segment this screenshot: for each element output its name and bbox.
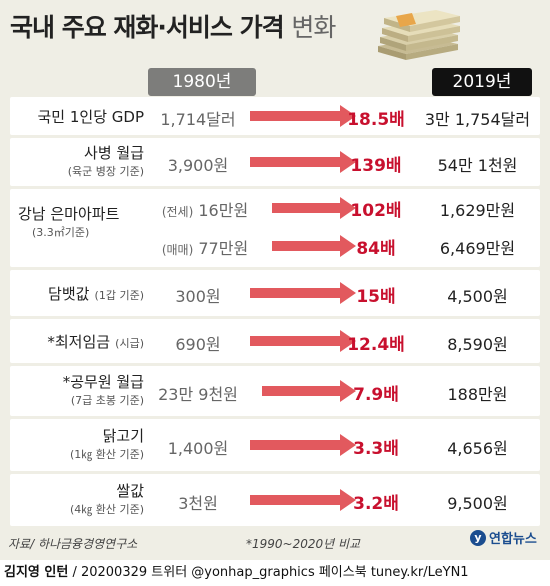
- multiple-value: 12.4배: [347, 335, 405, 355]
- table-row: 사병 월급 (육군 병장 기준) 3,900원 139배 54만 1천원: [10, 138, 540, 186]
- multiple-value: 84배: [356, 239, 396, 259]
- page-title: 국내 주요 재화·서비스 가격 변화: [10, 8, 336, 44]
- table-row: 국민 1인당 GDP 1,714달러 18.5배 3만 1,754달러: [10, 97, 540, 135]
- value-1980: (매매) 77만원: [140, 235, 270, 259]
- value-1980: 3천원: [178, 494, 218, 513]
- row-label: 강남 은마아파트: [18, 205, 120, 223]
- value-1980: 23만 9천원: [158, 385, 238, 404]
- row-sublabel: (시급): [115, 337, 144, 350]
- value-1980: 1,714달러: [160, 110, 236, 129]
- row-sublabel: (육군 병장 기준): [67, 165, 144, 178]
- logo-text: 연합뉴스: [489, 532, 537, 547]
- table-row: *최저임금 (시급) 690원 12.4배 8,590원: [10, 319, 540, 363]
- credit-info: / 20200329 트위터 @yonhap_graphics 페이스북 tun…: [68, 565, 469, 580]
- value-2019: 9,500원: [447, 494, 508, 513]
- value-2019: 4,656원: [447, 439, 508, 458]
- right-arrow-icon: [250, 434, 356, 456]
- title-light: 변화: [291, 13, 336, 42]
- multiple-value: 102배: [350, 201, 402, 221]
- header-2019: 2019년: [432, 68, 532, 96]
- value-2019: 4,500원: [447, 287, 508, 306]
- title-main: 국내 주요 재화·서비스 가격: [10, 13, 285, 42]
- right-arrow-icon: [250, 282, 356, 304]
- value-2019: 3만 1,754달러: [424, 110, 531, 129]
- table-row: 담뱃값 (1갑 기준) 300원 15배 4,500원: [10, 270, 540, 316]
- value-2019: 188만원: [447, 385, 508, 404]
- value-2019: 1,629만원: [439, 201, 516, 220]
- row-sublabel: (1㎏ 환산 기준): [69, 448, 144, 461]
- right-arrow-icon: [250, 330, 356, 352]
- right-arrow-icon: [250, 105, 356, 127]
- credit-name: 김지영 인턴: [4, 565, 69, 580]
- credit-bar: 김지영 인턴 / 20200329 트위터 @yonhap_graphics 페…: [0, 560, 550, 586]
- right-arrow-icon: [250, 151, 356, 173]
- row-label-group: *공무원 월급 (7급 초봉 기준): [63, 371, 144, 408]
- value-amount: 16만원: [198, 201, 249, 220]
- table-row: 닭고기 (1㎏ 환산 기준) 1,400원 3.3배 4,656원: [10, 419, 540, 471]
- row-label: 담뱃값: [48, 285, 90, 303]
- row-label: 닭고기: [102, 427, 144, 445]
- multiple-value: 3.2배: [353, 494, 399, 514]
- multiple-value: 7.9배: [353, 385, 399, 405]
- value-amount: 77만원: [198, 239, 249, 258]
- row-label-group: 사병 월급 (육군 병장 기준): [68, 142, 144, 179]
- value-2019: 54만 1천원: [437, 156, 518, 175]
- table-row: 쌀값 (4㎏ 환산 기준) 3천원 3.2배 9,500원: [10, 474, 540, 526]
- right-arrow-icon: [250, 489, 356, 511]
- table-row: *공무원 월급 (7급 초봉 기준) 23만 9천원 7.9배 188만원: [10, 366, 540, 416]
- row-label-group: 닭고기 (1㎏ 환산 기준): [70, 425, 144, 462]
- comparison-table: 국민 1인당 GDP 1,714달러 18.5배 3만 1,754달러 사병 월…: [10, 97, 540, 529]
- multiple-value: 139배: [350, 156, 402, 176]
- row-label: *최저임금: [47, 333, 111, 351]
- money-stack-icon: [378, 10, 460, 60]
- source-note: 자료/ 하나금융경영연구소: [8, 537, 138, 551]
- row-sublabel: (4㎏ 환산 기준): [69, 503, 144, 516]
- multiple-value: 15배: [356, 287, 396, 307]
- value-2019: 8,590원: [447, 335, 508, 354]
- value-1980: 3,900원: [167, 156, 229, 175]
- multiple-value: 18.5배: [347, 110, 405, 130]
- row-label: 국민 1인당 GDP: [37, 108, 145, 126]
- row-sublabel: (1갑 기준): [94, 289, 144, 302]
- row-label: 쌀값: [116, 482, 144, 500]
- yonhap-logo: y 연합뉴스: [470, 528, 537, 547]
- right-arrow-icon: [272, 235, 356, 257]
- row-sublabel: (3.3㎡기준): [32, 226, 90, 239]
- value-prefix: (매매): [161, 243, 194, 257]
- value-1980: 300원: [175, 287, 221, 306]
- row-label: *공무원 월급: [62, 373, 144, 391]
- table-row: 강남 은마아파트 (3.3㎡기준) (전세) 16만원 102배 1,629만원…: [10, 189, 540, 267]
- right-arrow-icon: [262, 380, 356, 402]
- value-1980: (전세) 16만원: [140, 197, 270, 221]
- value-1980: 1,400원: [167, 439, 229, 458]
- row-sublabel: (7급 초봉 기준): [70, 394, 144, 407]
- row-label: 사병 월급: [84, 144, 144, 162]
- header-1980: 1980년: [148, 68, 256, 96]
- yonhap-logo-icon: y: [470, 529, 486, 546]
- multiple-value: 3.3배: [353, 439, 399, 459]
- value-2019: 6,469만원: [439, 239, 516, 258]
- row-label-group: 담뱃값 (1갑 기준): [48, 283, 144, 304]
- value-1980: 690원: [175, 335, 221, 354]
- row-label-group: 강남 은마아파트 (3.3㎡기준): [18, 203, 119, 240]
- value-prefix: (전세): [161, 205, 194, 219]
- row-label-group: 쌀값 (4㎏ 환산 기준): [70, 480, 144, 517]
- row-label-group: *최저임금 (시급): [47, 331, 144, 352]
- right-arrow-icon: [272, 197, 356, 219]
- footnote: *1990~2020년 비교: [246, 537, 361, 551]
